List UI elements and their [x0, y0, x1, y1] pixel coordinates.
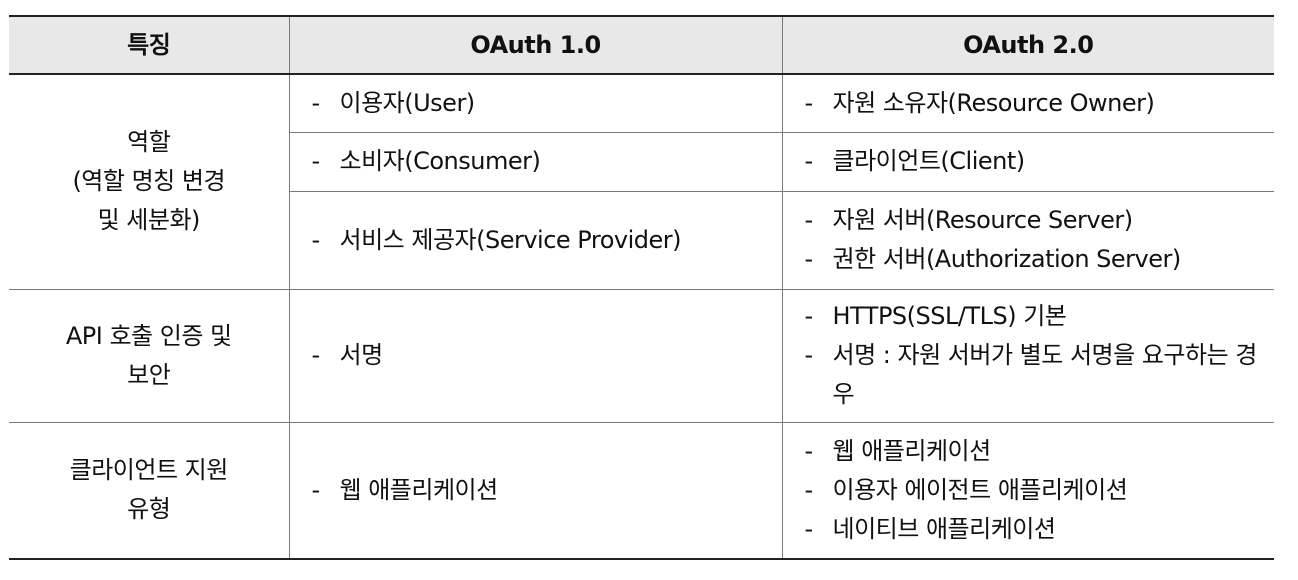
feature-roles-line-3: 및 세분화)	[97, 206, 201, 235]
feature-client-line-2: 유형	[127, 495, 171, 524]
feature-roles-line-1: 역할	[127, 128, 171, 157]
table-row-roles-3: - 서비스 제공자(Service Provider) - 자원 서버(Reso…	[9, 190, 1274, 290]
roles-v1-cell-1: - 이용자(User)	[288, 73, 783, 133]
dash-bullet: -	[804, 475, 814, 504]
dash-bullet: -	[804, 206, 814, 234]
roles-v2-cell-2: - 클라이언트(Client)	[781, 131, 1274, 192]
dash-bullet: -	[804, 302, 814, 330]
dash-bullet: -	[804, 341, 814, 369]
feature-api-line-2: 보안	[127, 360, 171, 389]
feature-api-line-1: API 호출 인증 및	[65, 321, 232, 350]
table-row-roles-1: 역할 (역할 명칭 변경 및 세분화) - 이용자(User) - 자원 소유자…	[9, 73, 1274, 290]
oauth-comparison-table: 특징 OAuth 1.0 OAuth 2.0 역할 (역할 명칭 변경 및 세분…	[9, 15, 1274, 560]
item-text: 권한 서버(Authorization Server)	[832, 245, 1182, 273]
feature-roles: 역할 (역할 명칭 변경 및 세분화)	[9, 73, 290, 290]
item-text: 자원 소유자(Resource Owner)	[832, 88, 1155, 117]
list-item: - 서명 : 자원 서버가 별도 서명을 요구하는 경우	[805, 336, 1259, 414]
client-v2-cell: - 웹 애플리케이션 - 이용자 에이전트 애플리케이션 - 네이티브 애플리케…	[781, 421, 1274, 560]
feature-client-line-1: 클라이언트 지원	[69, 456, 229, 485]
client-v1-cell: - 웹 애플리케이션	[288, 421, 783, 560]
item-text: 클라이언트(Client)	[832, 147, 1026, 175]
item-text: 이용자(User)	[339, 88, 476, 117]
table-row-roles-2: - 소비자(Consumer) - 클라이언트(Client)	[9, 131, 1274, 192]
feature-client-types: 클라이언트 지원 유형	[9, 421, 290, 560]
item-text: HTTPS(SSL/TLS) 기본	[832, 302, 1067, 330]
dash-bullet: -	[804, 88, 814, 117]
roles-v2-cell-3: - 자원 서버(Resource Server) - 권한 서버(Authori…	[781, 190, 1274, 290]
dash-bullet: -	[311, 475, 321, 504]
dash-bullet: -	[311, 341, 321, 369]
api-v1-cell: - 서명	[288, 288, 783, 423]
list-item: - 소비자(Consumer)	[312, 142, 766, 181]
item-text: 웹 애플리케이션	[832, 436, 992, 465]
feature-api-security: API 호출 인증 및 보안	[9, 288, 290, 423]
dash-bullet: -	[804, 245, 814, 273]
table-row-api-security: API 호출 인증 및 보안 - 서명 - HTTPS(SSL/TLS) 기본	[9, 288, 1274, 423]
item-text: 소비자(Consumer)	[339, 147, 541, 175]
list-item: - 웹 애플리케이션	[312, 471, 766, 510]
list-item: - 클라이언트(Client)	[805, 142, 1259, 181]
list-item: - 네이티브 애플리케이션	[805, 510, 1259, 549]
list-item: - 이용자(User)	[312, 84, 766, 123]
item-text: 네이티브 애플리케이션	[832, 514, 1056, 543]
roles-v1-cell-2: - 소비자(Consumer)	[289, 131, 783, 192]
list-item: - 권한 서버(Authorization Server)	[805, 240, 1259, 279]
roles-v2-cell-1: - 자원 소유자(Resource Owner)	[781, 73, 1274, 133]
dash-bullet: -	[311, 225, 321, 254]
list-item: - 서비스 제공자(Service Provider)	[312, 221, 766, 260]
item-text: 서명	[339, 341, 384, 369]
header-row: 특징 OAuth 1.0 OAuth 2.0	[9, 15, 1274, 75]
item-text: 서명 : 자원 서버가 별도 서명을 요구하는 경우	[832, 341, 1258, 408]
dash-bullet: -	[311, 147, 321, 175]
list-item: - 서명	[312, 336, 766, 375]
list-item: - HTTPS(SSL/TLS) 기본	[805, 297, 1259, 336]
item-text: 이용자 에이전트 애플리케이션	[832, 475, 1128, 504]
dash-bullet: -	[804, 514, 814, 543]
list-item: - 자원 서버(Resource Server)	[805, 201, 1259, 240]
header-oauth2: OAuth 2.0	[781, 15, 1274, 75]
dash-bullet: -	[311, 88, 321, 117]
table-row-client-types: 클라이언트 지원 유형 - 웹 애플리케이션 - 웹 애플리케이션 -	[9, 421, 1274, 560]
list-item: - 자원 소유자(Resource Owner)	[805, 84, 1259, 123]
api-v2-cell: - HTTPS(SSL/TLS) 기본 - 서명 : 자원 서버가 별도 서명을…	[781, 288, 1274, 423]
header-oauth1: OAuth 1.0	[288, 15, 783, 75]
roles-v1-cell-3: - 서비스 제공자(Service Provider)	[289, 190, 783, 290]
dash-bullet: -	[804, 436, 814, 465]
feature-roles-line-2: (역할 명칭 변경	[72, 167, 226, 196]
item-text: 웹 애플리케이션	[339, 475, 499, 504]
header-feature: 특징	[9, 15, 290, 75]
item-text: 서비스 제공자(Service Provider)	[339, 225, 682, 254]
dash-bullet: -	[804, 147, 814, 175]
list-item: - 이용자 에이전트 애플리케이션	[805, 471, 1259, 510]
item-text: 자원 서버(Resource Server)	[832, 206, 1134, 234]
comparison-table-container: 특징 OAuth 1.0 OAuth 2.0 역할 (역할 명칭 변경 및 세분…	[9, 15, 1274, 560]
list-item: - 웹 애플리케이션	[805, 432, 1259, 471]
